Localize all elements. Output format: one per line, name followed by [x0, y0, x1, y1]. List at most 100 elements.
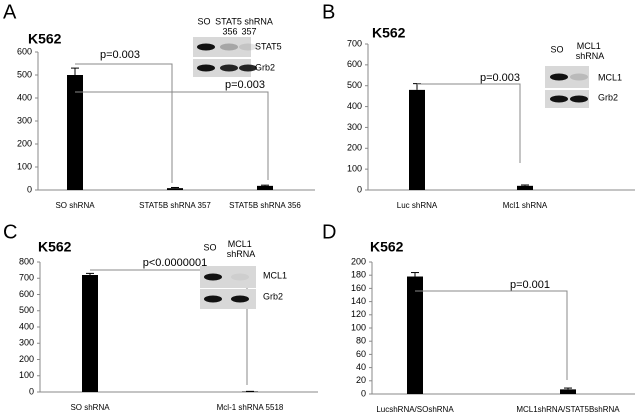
- bar: [257, 185, 273, 190]
- y-tick-label: 200: [351, 256, 366, 266]
- p-value: p=0.003: [100, 49, 140, 61]
- p-value: p=0.001: [510, 279, 550, 291]
- x-tick-label: STAT5B shRNA 356: [229, 201, 301, 210]
- y-tick-label: 120: [351, 309, 366, 319]
- y-tick-label: 500: [347, 80, 362, 90]
- y-tick-label: 200: [17, 138, 32, 148]
- sublane-label: 357: [241, 26, 256, 36]
- significance-line: [417, 83, 521, 163]
- y-tick-label: 600: [17, 46, 32, 56]
- y-tick-label: 700: [347, 38, 362, 48]
- y-tick-label: 400: [347, 101, 362, 111]
- lane-label: MCL1 shRNA: [576, 41, 605, 61]
- x-tick-label: Mcl1 shRNA: [503, 201, 548, 210]
- lane-label: SO: [197, 16, 210, 26]
- y-tick-label: 400: [17, 92, 32, 102]
- blot-band: [239, 43, 257, 51]
- p-value: p<0.0000001: [143, 257, 208, 269]
- y-tick-label: 200: [19, 354, 34, 364]
- blot-band: [204, 295, 222, 303]
- x-tick-label: SO shRNA: [55, 201, 95, 210]
- p-value: p=0.003: [480, 72, 520, 84]
- lane-label: STAT5 shRNA: [215, 16, 273, 26]
- blot-row-label: Grb2: [263, 291, 283, 301]
- y-tick-label: 140: [351, 296, 366, 306]
- y-tick-label: 100: [17, 161, 32, 171]
- lane-label: MCL1 shRNA: [227, 239, 256, 259]
- bar: [67, 75, 83, 190]
- sublane-label: 356: [222, 26, 237, 36]
- x-tick-label: SO shRNA: [70, 403, 110, 412]
- lane-label: SO: [203, 242, 216, 252]
- blot-band: [231, 273, 249, 281]
- significance-line: [415, 290, 568, 380]
- y-tick-label: 20: [356, 375, 366, 385]
- x-tick-label: Luc shRNA: [397, 201, 438, 210]
- y-tick-label: 100: [19, 370, 34, 380]
- blot-band: [550, 73, 568, 81]
- blot-band: [197, 64, 215, 72]
- y-tick-label: 40: [356, 362, 366, 372]
- panel-letter: D: [322, 221, 336, 243]
- chart-title: K562: [38, 239, 72, 255]
- blot-row-label: MCL1: [598, 72, 622, 82]
- blot-band: [239, 64, 257, 72]
- y-tick-label: 600: [347, 59, 362, 69]
- y-tick-label: 400: [19, 321, 34, 331]
- x-tick-label: MCL1shRNA/STAT5BshRNA: [516, 405, 620, 412]
- blot-band: [220, 43, 238, 51]
- blot-band: [204, 273, 222, 281]
- y-tick-label: 800: [19, 256, 34, 266]
- panel-letter: A: [3, 1, 17, 23]
- lane-label: SO: [550, 44, 563, 54]
- y-tick-label: 100: [351, 322, 366, 332]
- y-tick-label: 100: [347, 164, 362, 174]
- blot-row-label: Grb2: [598, 92, 618, 102]
- chart-title: K562: [28, 31, 62, 47]
- bar: [167, 188, 183, 190]
- bar: [560, 389, 576, 394]
- y-tick-label: 0: [361, 388, 366, 398]
- blot-row-label: MCL1: [263, 270, 287, 280]
- significance-line: [75, 91, 269, 180]
- y-tick-label: 160: [351, 283, 366, 293]
- x-tick-label: STAT5B shRNA 357: [139, 201, 211, 210]
- bar: [82, 275, 98, 392]
- blot-band: [550, 95, 568, 103]
- x-tick-label: LucshRNA/SOshRNA: [376, 405, 454, 412]
- blot-band: [220, 64, 238, 72]
- bar: [409, 89, 425, 190]
- y-tick-label: 60: [356, 349, 366, 359]
- y-tick-label: 700: [19, 273, 34, 283]
- x-tick-label: Mcl-1 shRNA 5518: [217, 403, 284, 412]
- y-tick-label: 300: [17, 115, 32, 125]
- y-tick-label: 600: [19, 289, 34, 299]
- panel-letter: B: [322, 1, 335, 23]
- blot-row: [200, 289, 256, 309]
- blot-row-label: Grb2: [255, 62, 275, 72]
- bar: [517, 185, 533, 190]
- chart-title: K562: [370, 239, 404, 255]
- p-value: p=0.003: [225, 79, 265, 91]
- panel-letter: C: [3, 221, 17, 243]
- blot-row: [193, 37, 251, 57]
- y-tick-label: 300: [347, 122, 362, 132]
- bar: [407, 276, 423, 394]
- y-tick-label: 500: [17, 69, 32, 79]
- y-tick-label: 80: [356, 336, 366, 346]
- chart-title: K562: [372, 25, 406, 41]
- blot-band: [231, 295, 249, 303]
- blot-row: [200, 266, 256, 288]
- y-tick-label: 0: [357, 184, 362, 194]
- significance-line: [75, 63, 173, 183]
- y-tick-label: 180: [351, 270, 366, 280]
- y-tick-label: 0: [29, 386, 34, 396]
- blot-band: [570, 95, 588, 103]
- y-tick-label: 300: [19, 338, 34, 348]
- blot-band: [197, 43, 215, 51]
- y-tick-label: 0: [27, 184, 32, 194]
- blot-band: [570, 73, 588, 81]
- blot-row-label: STAT5: [255, 41, 282, 51]
- y-tick-label: 500: [19, 305, 34, 315]
